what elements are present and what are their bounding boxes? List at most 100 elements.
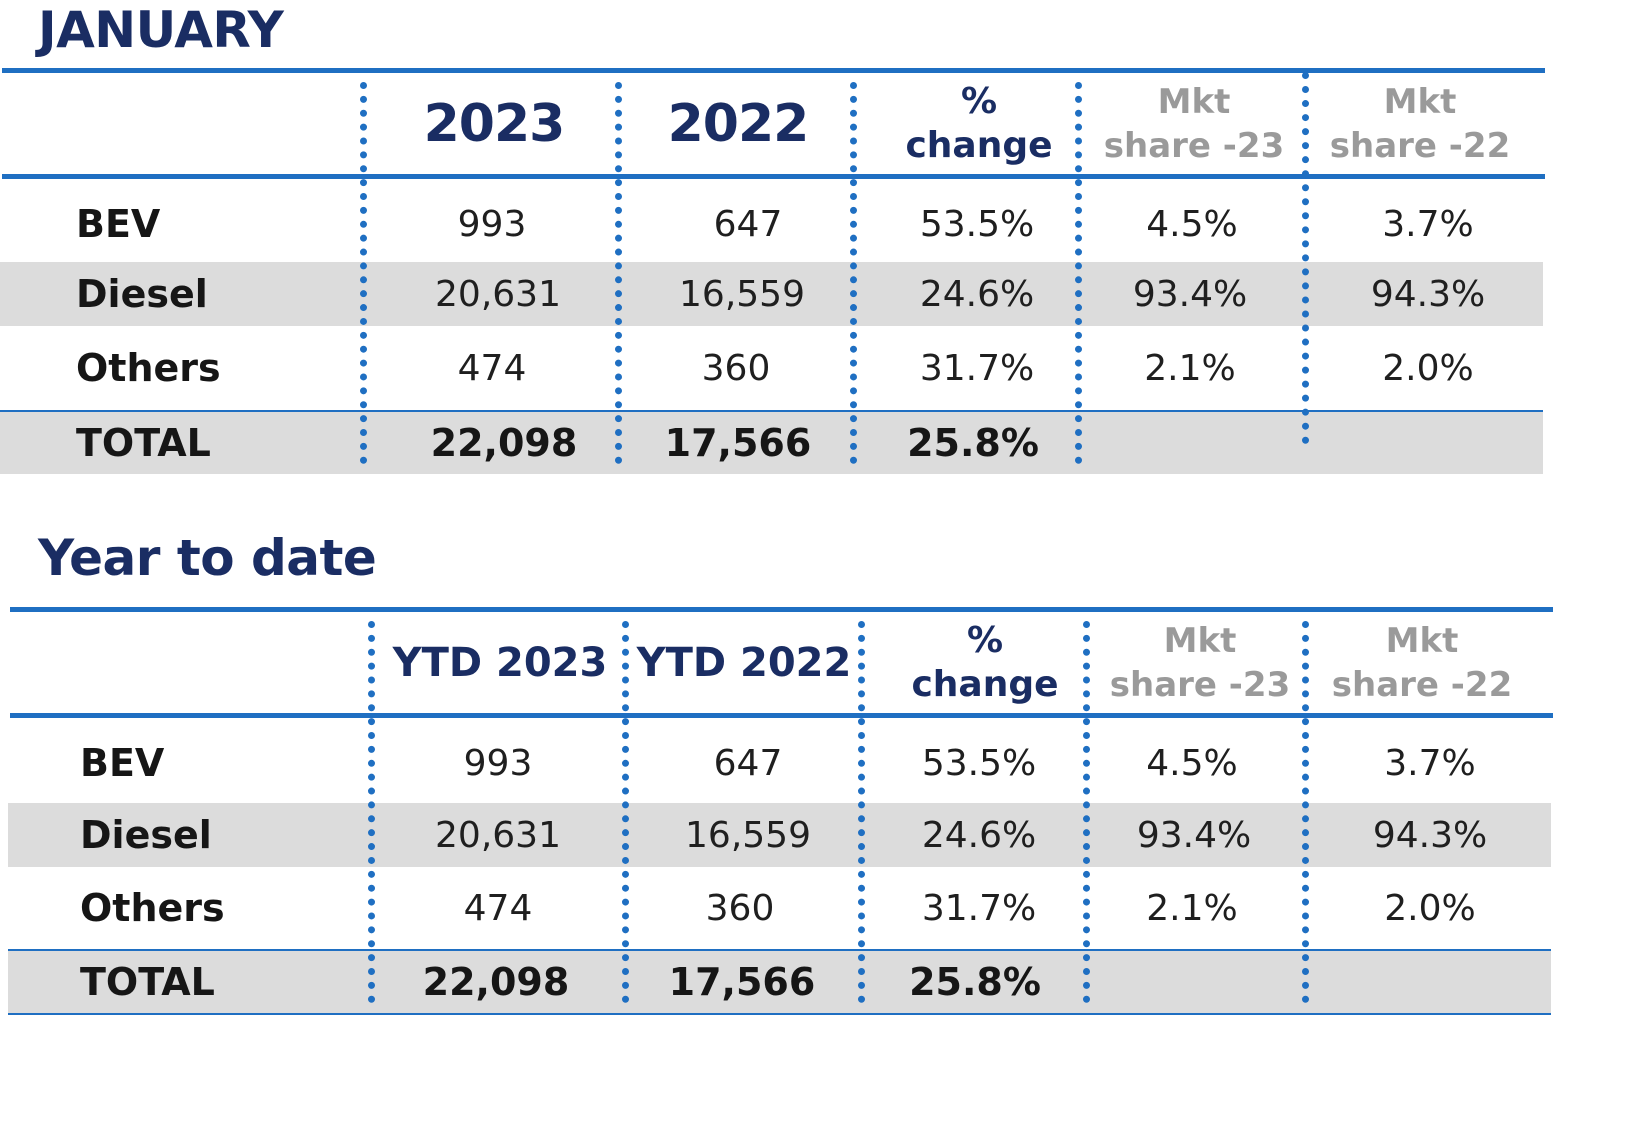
header-row: 2023 2022 % change Mkt share -23 Mkt sha… [2,73,1545,175]
pct-change-label: change [911,664,1059,705]
header-row: YTD 2023 YTD 2022 % change Mkt share -23… [10,612,1553,714]
value-pct-change: 25.8% [907,421,1039,465]
value-2023: 993 [457,203,527,245]
table-top-rule [10,607,1553,612]
table-row-others: Others 474 360 31.7% 2.1% 2.0% [0,326,1543,410]
row-label: Others [80,886,225,930]
ytd-section: Year to date YTD 2023 YTD 2022 % change … [0,530,1637,1080]
col-header-mkt-share-23: Mkt share -23 [1082,73,1306,175]
column-divider [368,621,375,1003]
value-2022: 17,566 [664,421,812,465]
value-mkt-share-22: 2.0% [1384,887,1476,929]
col-header-ytd-2023: YTD 2023 [392,640,608,686]
column-divider [850,82,857,464]
col-header-mkt-share-22: Mkt share -22 [1308,73,1532,175]
row-label: Others [76,346,221,390]
value-mkt-share-23: 93.4% [1136,814,1252,856]
section-title: JANUARY [38,1,284,59]
value-mkt-share-23: 2.1% [1144,347,1236,389]
column-divider [622,621,629,1003]
value-pct-change: 25.8% [909,960,1041,1004]
value-pct-change: 24.6% [921,814,1037,856]
value-mkt-share-22: 3.7% [1384,742,1476,784]
table-row-diesel: Diesel 20,631 16,559 24.6% 93.4% 94.3% [0,262,1543,326]
col-header-mkt-share-22: Mkt share -22 [1310,612,1534,714]
mkt-label: Mkt [1385,621,1459,661]
share-label: share -23 [1109,665,1291,705]
col-header-2022: 2022 [667,94,810,154]
pct-symbol: % [960,81,998,122]
january-section: JANUARY 2023 2022 % change Mkt share -23… [0,0,1637,520]
value-2023: 22,098 [430,421,578,465]
value-2022: 647 [713,203,783,245]
header-bottom-rule [10,713,1553,718]
column-divider [360,82,367,464]
table-bottom-rule [8,1013,1551,1015]
col-header-ytd-2022: YTD 2022 [636,640,852,686]
table-row-bev: BEV 993 647 53.5% 4.5% 3.7% [8,723,1551,803]
row-label: Diesel [80,813,212,857]
column-divider [615,82,622,464]
value-ytd-2022: 17,566 [668,960,816,1004]
table-top-rule [2,68,1545,73]
row-label: Diesel [76,272,208,316]
pct-change-label: change [905,125,1053,166]
table-row-total: TOTAL 22,098 17,566 25.8% [0,410,1543,474]
mkt-label: Mkt [1163,621,1237,661]
value-mkt-share-22: 94.3% [1372,814,1488,856]
col-header-2023: 2023 [423,94,566,154]
share-label: share -22 [1329,126,1511,166]
table-row-total: TOTAL 22,098 17,566 25.8% [8,949,1551,1013]
column-divider [858,621,865,1003]
value-mkt-share-22 [1318,951,1542,1013]
table-row-others: Others 474 360 31.7% 2.1% 2.0% [8,867,1551,949]
col-header-mkt-share-23: Mkt share -23 [1088,612,1312,714]
value-pct-change: 31.7% [919,347,1035,389]
value-mkt-share-23 [1078,412,1302,474]
value-ytd-2023: 20,631 [435,814,561,856]
value-ytd-2022: 360 [705,887,775,929]
value-ytd-2023: 474 [463,887,533,929]
value-pct-change: 24.6% [919,273,1035,315]
share-label: share -22 [1331,665,1513,705]
section-title: Year to date [38,529,377,587]
value-ytd-2023: 22,098 [422,960,570,1004]
mkt-label: Mkt [1383,82,1457,122]
value-mkt-share-23: 4.5% [1146,203,1238,245]
table-row-diesel: Diesel 20,631 16,559 24.6% 93.4% 94.3% [8,803,1551,867]
column-divider [1075,82,1082,464]
mkt-label: Mkt [1157,82,1231,122]
table-row-bev: BEV 993 647 53.5% 4.5% 3.7% [0,186,1543,262]
column-divider [1302,621,1309,1003]
value-mkt-share-22: 2.0% [1382,347,1474,389]
value-pct-change: 53.5% [919,203,1035,245]
row-label: BEV [80,741,165,785]
row-label: TOTAL [80,960,215,1004]
col-header-pct-change: % change [864,612,1096,714]
value-2023: 474 [457,347,527,389]
value-mkt-share-23: 2.1% [1146,887,1238,929]
ytd-table: YTD 2023 YTD 2022 % change Mkt share -23… [0,607,1637,1027]
value-mkt-share-22: 94.3% [1370,273,1486,315]
row-label: TOTAL [76,421,211,465]
column-divider [1302,72,1309,444]
col-header-pct-change: % change [858,73,1090,175]
value-mkt-share-23 [1080,951,1304,1013]
value-2023: 20,631 [435,273,561,315]
row-label: BEV [76,202,161,246]
value-mkt-share-22 [1316,412,1540,474]
share-label: share -23 [1103,126,1285,166]
value-2022: 360 [701,347,771,389]
column-divider [1083,621,1090,1003]
value-pct-change: 31.7% [921,887,1037,929]
value-ytd-2022: 647 [713,742,783,784]
header-bottom-rule [2,174,1545,179]
value-ytd-2023: 993 [463,742,533,784]
value-pct-change: 53.5% [921,742,1037,784]
value-mkt-share-23: 93.4% [1132,273,1248,315]
pct-symbol: % [966,620,1004,661]
january-table: 2023 2022 % change Mkt share -23 Mkt sha… [0,68,1637,498]
value-mkt-share-23: 4.5% [1146,742,1238,784]
value-mkt-share-22: 3.7% [1382,203,1474,245]
value-ytd-2022: 16,559 [685,814,811,856]
